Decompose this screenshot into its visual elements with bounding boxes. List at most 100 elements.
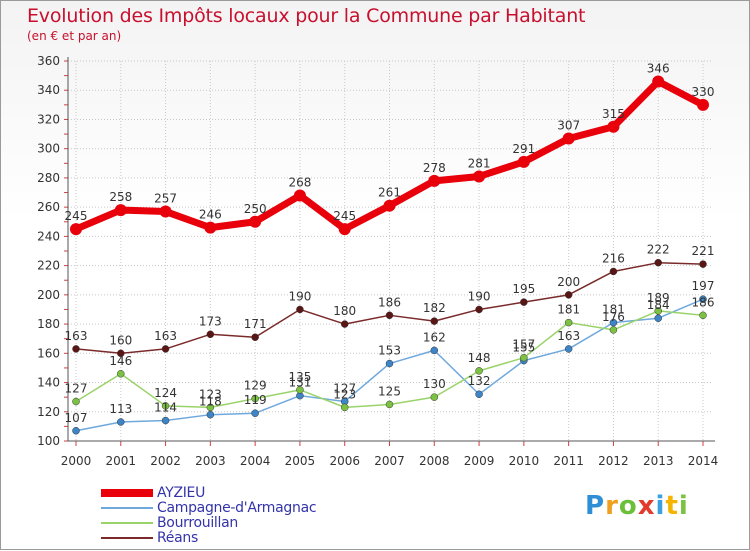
legend-swatch (101, 488, 153, 497)
data-label: 222 (647, 243, 670, 257)
x-tick-label: 2001 (106, 454, 137, 468)
data-point (520, 353, 528, 362)
data-label: 246 (199, 208, 222, 222)
data-point (609, 318, 618, 327)
data-point (475, 367, 483, 375)
x-tick-label: 2000 (61, 454, 92, 468)
y-tick-label: 280 (37, 171, 60, 185)
data-label: 123 (199, 387, 222, 401)
data-point (206, 403, 215, 412)
data-label: 190 (468, 289, 491, 303)
data-point (161, 345, 170, 353)
data-label: 176 (602, 310, 625, 324)
y-tick-label: 260 (37, 200, 60, 214)
data-point (251, 409, 259, 417)
chart-subtitle: (en € et par an) (27, 29, 122, 43)
data-point (564, 345, 573, 353)
proxiti-logo: Proxiti (585, 491, 689, 521)
data-label: 163 (65, 329, 88, 343)
data-label: 113 (109, 402, 132, 416)
data-point (117, 418, 125, 426)
data-label: 221 (692, 244, 715, 258)
data-point (430, 346, 439, 355)
legend-item-bourrouillan: Bourrouillan (101, 514, 316, 531)
x-tick-label: 2008 (419, 454, 450, 468)
data-label: 157 (512, 338, 535, 352)
legend-label: Bourrouillan (157, 514, 238, 531)
data-point (473, 170, 486, 183)
data-label: 330 (692, 85, 715, 99)
y-tick-label: 100 (37, 434, 60, 448)
data-point (607, 120, 620, 133)
data-point (383, 199, 396, 212)
data-label: 181 (557, 303, 580, 317)
data-label: 148 (468, 351, 491, 365)
data-label: 245 (333, 209, 356, 223)
data-label: 197 (692, 279, 715, 293)
legend-label: Réans (157, 529, 198, 546)
y-tick-label: 220 (37, 259, 60, 273)
data-point (699, 260, 707, 268)
legend-label: AYZIEU (157, 484, 206, 501)
gridlines (68, 60, 711, 442)
x-tick-label: 2013 (643, 454, 674, 468)
data-label: 181 (602, 303, 625, 317)
data-point (564, 291, 573, 299)
data-point (72, 345, 80, 353)
data-label: 163 (154, 329, 177, 343)
x-tick-label: 2014 (688, 454, 719, 468)
data-label: 123 (333, 387, 356, 401)
data-point (117, 349, 125, 358)
data-point (206, 410, 215, 419)
data-point (340, 320, 349, 328)
data-point (296, 305, 304, 314)
data-point (293, 189, 306, 202)
data-label: 281 (468, 156, 491, 170)
x-tick-label: 2002 (150, 454, 181, 468)
data-label: 155 (512, 341, 535, 355)
data-point (385, 400, 394, 409)
data-point (430, 317, 439, 325)
data-label: 346 (647, 61, 670, 75)
data-point (385, 359, 394, 368)
x-tick-label: 2006 (329, 454, 360, 468)
data-point (251, 333, 259, 341)
y-tick-label: 300 (37, 142, 60, 156)
data-point (72, 427, 80, 435)
data-point (340, 403, 349, 412)
y-tick-label: 200 (37, 288, 60, 302)
x-tick-label: 2010 (509, 454, 540, 468)
data-label: 132 (468, 374, 491, 388)
data-point (159, 205, 172, 218)
data-point (699, 311, 707, 320)
data-point (251, 394, 259, 403)
legend-label: Campagne-d'Armagnac (157, 499, 317, 516)
data-point (161, 402, 170, 410)
data-label: 135 (288, 370, 311, 384)
x-tick-label: 2004 (240, 454, 271, 468)
data-label: 131 (288, 376, 311, 390)
legend-item-campagne-d-armagnac: Campagne-d'Armagnac (101, 499, 317, 516)
series-lines (70, 75, 709, 435)
data-point (475, 390, 483, 398)
data-label: 216 (602, 251, 625, 265)
data-label: 171 (244, 317, 267, 331)
x-tick-label: 2007 (374, 454, 405, 468)
data-label: 119 (244, 393, 267, 407)
y-tick-label: 340 (37, 83, 60, 97)
data-label: 184 (647, 298, 670, 312)
data-point (385, 311, 394, 320)
x-tick-label: 2003 (195, 454, 226, 468)
data-point (161, 416, 170, 425)
data-point (520, 298, 528, 306)
data-point (296, 386, 304, 394)
data-label: 180 (333, 304, 356, 318)
data-point (564, 318, 573, 327)
data-label: 118 (199, 395, 222, 409)
data-label: 258 (109, 190, 132, 204)
chart-title: Evolution des Impôts locaux pour la Comm… (27, 5, 586, 27)
data-label: 250 (244, 202, 267, 216)
y-tick-label: 120 (37, 405, 60, 419)
data-label: 186 (692, 295, 715, 309)
